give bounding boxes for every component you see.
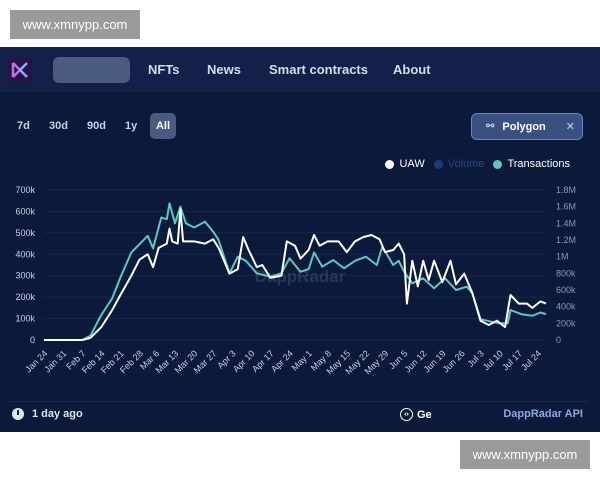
app-panel: NFTs News Smart contracts About 7d 30d 9… — [0, 47, 600, 432]
chart-legend: UAW Volume Transactions — [385, 158, 570, 170]
top-nav: NFTs News Smart contracts About — [0, 47, 600, 92]
y-left-tick-label: 200k — [15, 292, 35, 302]
legend-dot-transactions — [493, 159, 503, 169]
y-left-tick-label: 300k — [15, 271, 35, 281]
chart: 0 100k 200k 300k 400k 500k 600k 700k 0 200k 400k 60… — [15, 185, 576, 376]
range-90d[interactable]: 90d — [87, 120, 106, 132]
y-left-tick-label: 0 — [30, 335, 35, 345]
chart-watermark: DappRadar — [255, 267, 346, 286]
x-tick-label: Jul 10 — [481, 348, 505, 372]
y-right-tick-label: 200k — [556, 318, 576, 328]
nav-smart-contracts[interactable]: Smart contracts — [269, 62, 368, 77]
last-updated-text: 1 day ago — [32, 408, 83, 420]
x-tick-label: Apr 24 — [269, 348, 295, 374]
legend-dot-volume — [433, 159, 443, 169]
legend-uaw[interactable]: UAW — [399, 158, 425, 170]
logo-icon[interactable] — [8, 58, 32, 82]
y-right-tick-label: 400k — [556, 302, 576, 312]
y-left-tick-label: 500k — [15, 228, 35, 238]
y-left-tick-label: 600k — [15, 206, 35, 216]
link-icon: ⚯ — [486, 121, 495, 132]
chain-filter-chip[interactable]: ⚯ Polygon ✕ — [471, 113, 583, 140]
last-updated: 1 day ago — [12, 408, 83, 420]
y-right-tick-label: 1.8M — [556, 185, 576, 195]
y-right-tick-label: 1.2M — [556, 235, 576, 245]
watermark-bottom: www.xmnypp.com — [460, 440, 590, 469]
nav-about[interactable]: About — [393, 62, 431, 77]
y-left-tick-label: 700k — [15, 185, 35, 195]
legend-transactions[interactable]: Transactions — [507, 158, 570, 170]
watermark-top: www.xmnypp.com — [10, 10, 140, 39]
footer-divider — [10, 401, 588, 402]
y-right-tick-label: 1M — [556, 252, 569, 262]
x-tick-label: Jul 24 — [519, 348, 543, 372]
nav-news[interactable]: News — [207, 62, 241, 77]
code-link[interactable]: ‹› Ge — [400, 408, 432, 421]
clock-icon — [12, 408, 24, 420]
range-all[interactable]: All — [150, 113, 176, 139]
legend-volume[interactable]: Volume — [447, 158, 485, 170]
range-1y[interactable]: 1y — [125, 120, 138, 132]
y-right-tick-label: 0 — [556, 335, 561, 345]
y-left-tick-label: 400k — [15, 249, 35, 259]
search-input[interactable] — [53, 57, 130, 83]
chain-filter-label: Polygon — [502, 120, 546, 133]
legend-dot-uaw — [385, 159, 395, 169]
range-7d[interactable]: 7d — [17, 120, 30, 132]
y-right-tick-label: 1.6M — [556, 202, 576, 212]
dappradar-api-link[interactable]: DappRadar API — [503, 408, 583, 420]
y-right-tick-label: 800k — [556, 268, 576, 278]
x-tick-label: Jul 17 — [500, 348, 524, 372]
code-link-label: Ge — [417, 408, 432, 421]
code-icon: ‹› — [400, 408, 413, 421]
x-tick-label: May 1 — [290, 348, 314, 372]
y-right-tick-label: 1.4M — [556, 218, 576, 228]
close-icon[interactable]: ✕ — [565, 121, 575, 133]
nav-nfts[interactable]: NFTs — [148, 62, 180, 77]
y-right-tick-label: 600k — [556, 285, 576, 295]
y-left-tick-label: 100k — [15, 314, 35, 324]
range-30d[interactable]: 30d — [49, 120, 68, 132]
